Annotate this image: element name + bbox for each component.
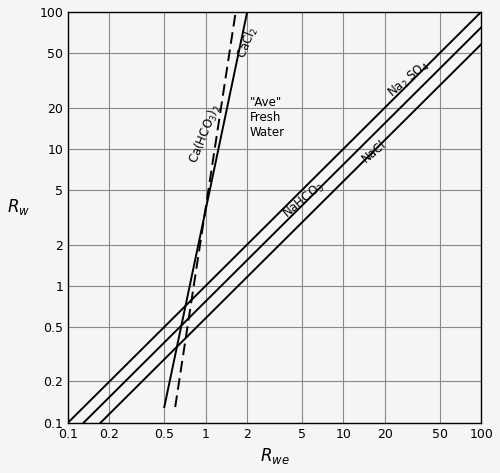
Text: NaCl: NaCl xyxy=(359,138,388,166)
Y-axis label: $R_w$: $R_w$ xyxy=(7,197,30,217)
X-axis label: $R_{we}$: $R_{we}$ xyxy=(260,446,290,466)
Text: NaHCO$_3$: NaHCO$_3$ xyxy=(280,179,328,222)
Text: Na$_2$ SO$_4$: Na$_2$ SO$_4$ xyxy=(385,58,432,101)
Text: "Ave"
Fresh
Water: "Ave" Fresh Water xyxy=(250,96,285,139)
Text: Ca(HCO$_3$)$_2$: Ca(HCO$_3$)$_2$ xyxy=(186,101,224,166)
Text: CaCl$_2$: CaCl$_2$ xyxy=(234,24,262,61)
